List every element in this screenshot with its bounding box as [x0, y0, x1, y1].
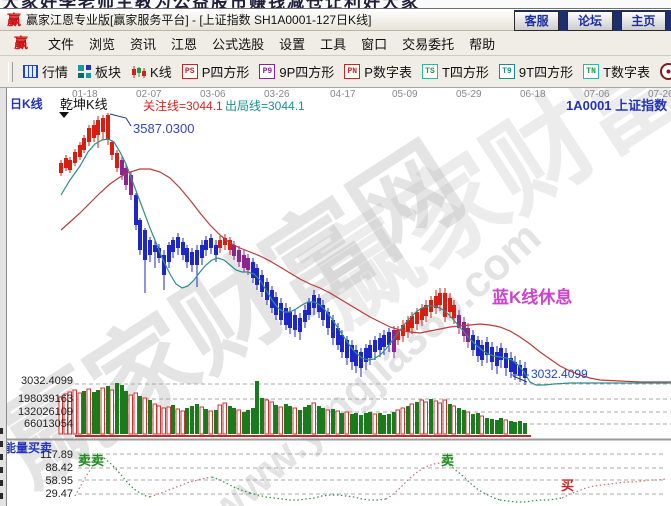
attention-line-label: 关注线=3044.1 [143, 98, 223, 113]
chart-labels: 日K线 乾坤K线 关注线=3044.1 出局线=3044.1 3587.0300… [4, 96, 668, 500]
signal-sell: 卖 [441, 453, 454, 468]
menu-item-江恩[interactable]: 江恩 [171, 36, 198, 52]
annotation-blue-kline-rest: 蓝K线休息 [492, 287, 572, 307]
kline-candles-icon [132, 65, 147, 78]
PN-icon: PN [344, 64, 361, 79]
tool-P数字表[interactable]: PN P数字表 [344, 62, 412, 81]
tool-label: 9T四方形 [518, 65, 574, 80]
price-label-right: 3032.4099 [531, 367, 588, 381]
signal-buy: 买 [561, 478, 574, 493]
menu-item-交易委托[interactable]: 交易委托 [402, 36, 455, 52]
tool-K线[interactable]: K线 [131, 62, 172, 81]
date-tick-07-06: 07-06 [584, 89, 610, 100]
qiankun-marker-icon [59, 112, 69, 118]
kline-style-label: 乾坤K线 [60, 97, 108, 112]
tool-板块[interactable]: 板块 [78, 62, 121, 81]
T9-icon: T9 [498, 64, 515, 79]
date-tick-06-18: 06-18 [520, 89, 546, 100]
peak-price-label: 3587.0300 [133, 121, 194, 136]
menu-bar: 赢 文件 浏览 资讯 江恩 公式选股 设置 工具 窗口 交易委托 帮助 [0, 31, 671, 56]
menu-item-资讯[interactable]: 资讯 [130, 36, 157, 52]
peak-connector-line [109, 113, 132, 127]
window-left-edge [0, 88, 7, 506]
menu-item-工具[interactable]: 工具 [320, 36, 347, 52]
tool-9T四方形[interactable]: T9 9T四方形 [498, 62, 574, 81]
TN-icon: TN [583, 64, 600, 79]
TS-icon: TS [421, 64, 438, 79]
indicator-name[interactable]: 能量买卖 [4, 440, 52, 455]
gann-wheel-icon [660, 63, 671, 80]
date-tick-05-09: 05-09 [392, 89, 418, 100]
indicator-scale-2: 88.42 [45, 462, 73, 474]
PS-icon: PS [181, 64, 198, 79]
tool-P四方形[interactable]: PS P四方形 [181, 62, 250, 81]
price-label-left: 3032.4099 [21, 375, 73, 387]
titlebar-buttons: 客服 论坛 主页 [514, 10, 671, 31]
background-clipped-text: 大家好李老师主教为公益股市赚钱减仓让利好大家 [0, 0, 671, 8]
titlebar-button-论坛[interactable]: 论坛 [567, 10, 613, 31]
date-tick-07-26: 07-26 [648, 89, 671, 100]
tool-T四方形[interactable]: TS T四方形 [421, 62, 489, 81]
tool-江恩轮[interactable]: 江恩轮 [660, 62, 671, 81]
tool-T数字表[interactable]: TN T数字表 [583, 62, 650, 81]
tool-label: K线 [150, 65, 172, 80]
date-tick-05-29: 05-29 [456, 89, 482, 100]
sector-blocks-icon [78, 65, 92, 78]
tool-label: 9P四方形 [279, 65, 335, 80]
clipped-text: 大家好李老师主教为公益股市赚钱减仓让利好大家 [2, 0, 420, 8]
date-tick-02-07: 02-07 [136, 89, 162, 100]
menu-item-文件[interactable]: 文件 [48, 36, 75, 52]
tool-label: 板块 [95, 65, 122, 80]
window-title: 赢家江恩专业版[赢家服务平台] - [上证指数 SH1A0001-127日K线] [26, 13, 372, 27]
tool-9P四方形[interactable]: P9 9P四方形 [259, 62, 334, 81]
chart-series: 01-18 02-07 03-06 03-26 04-17 05-09 05-29 06-18… [0, 89, 671, 503]
volume-scale-1: 198039163 [18, 393, 73, 405]
titlebar-button-主页[interactable]: 主页 [620, 10, 666, 31]
close-price-connector [512, 375, 528, 383]
indicator-scale-3: 58.95 [45, 475, 73, 487]
P9-icon: P9 [259, 64, 276, 79]
date-tick-01-18: 01-18 [72, 89, 98, 100]
titlebar-button-客服[interactable]: 客服 [514, 10, 560, 31]
app-logo-icon: 赢 [7, 11, 21, 28]
menu-item-设置[interactable]: 设置 [279, 36, 306, 52]
symbol-label: 1A0001 上证指数 [566, 98, 668, 113]
indicator-scale-4: 29.47 [45, 488, 73, 500]
tool-label: P四方形 [201, 65, 250, 80]
menu-item-帮助[interactable]: 帮助 [469, 36, 496, 52]
tool-label: P数字表 [364, 65, 412, 80]
background-edge-marks [0, 428, 3, 500]
signal-double-sell: 卖卖 [78, 453, 104, 468]
period-label[interactable]: 日K线 [10, 96, 43, 111]
menu-item-公式选股[interactable]: 公式选股 [212, 36, 265, 52]
toolbar: 行情 板块 K线 PS P四方形 P9 9P四方形 PN P数字表 TS T四方形 T9 9T四方形 TN… [0, 56, 671, 88]
toolbar-grip[interactable] [8, 61, 13, 82]
date-tick-03-06: 03-06 [200, 89, 226, 100]
date-tick-03-26: 03-26 [264, 89, 290, 100]
menu-item-浏览[interactable]: 浏览 [89, 36, 116, 52]
date-tick-04-17: 04-17 [330, 89, 356, 100]
tool-label: T四方形 [441, 65, 489, 80]
volume-scale-2: 132026109 [18, 406, 73, 418]
menu-logo-icon: 赢 [14, 35, 28, 51]
tool-行情[interactable]: 行情 [23, 62, 68, 81]
quotes-grid-icon [23, 65, 38, 78]
indicator-scale-1: 117.89 [40, 449, 73, 461]
menu-item-窗口[interactable]: 窗口 [361, 36, 388, 52]
title-bar: 赢 赢家江恩专业版[赢家服务平台] - [上证指数 SH1A0001-127日K… [0, 8, 671, 31]
tool-label: T数字表 [603, 65, 651, 80]
exit-line-label: 出局线=3044.1 [225, 99, 305, 113]
tool-label: 行情 [42, 65, 69, 80]
volume-scale-3: 66013054 [24, 418, 73, 430]
